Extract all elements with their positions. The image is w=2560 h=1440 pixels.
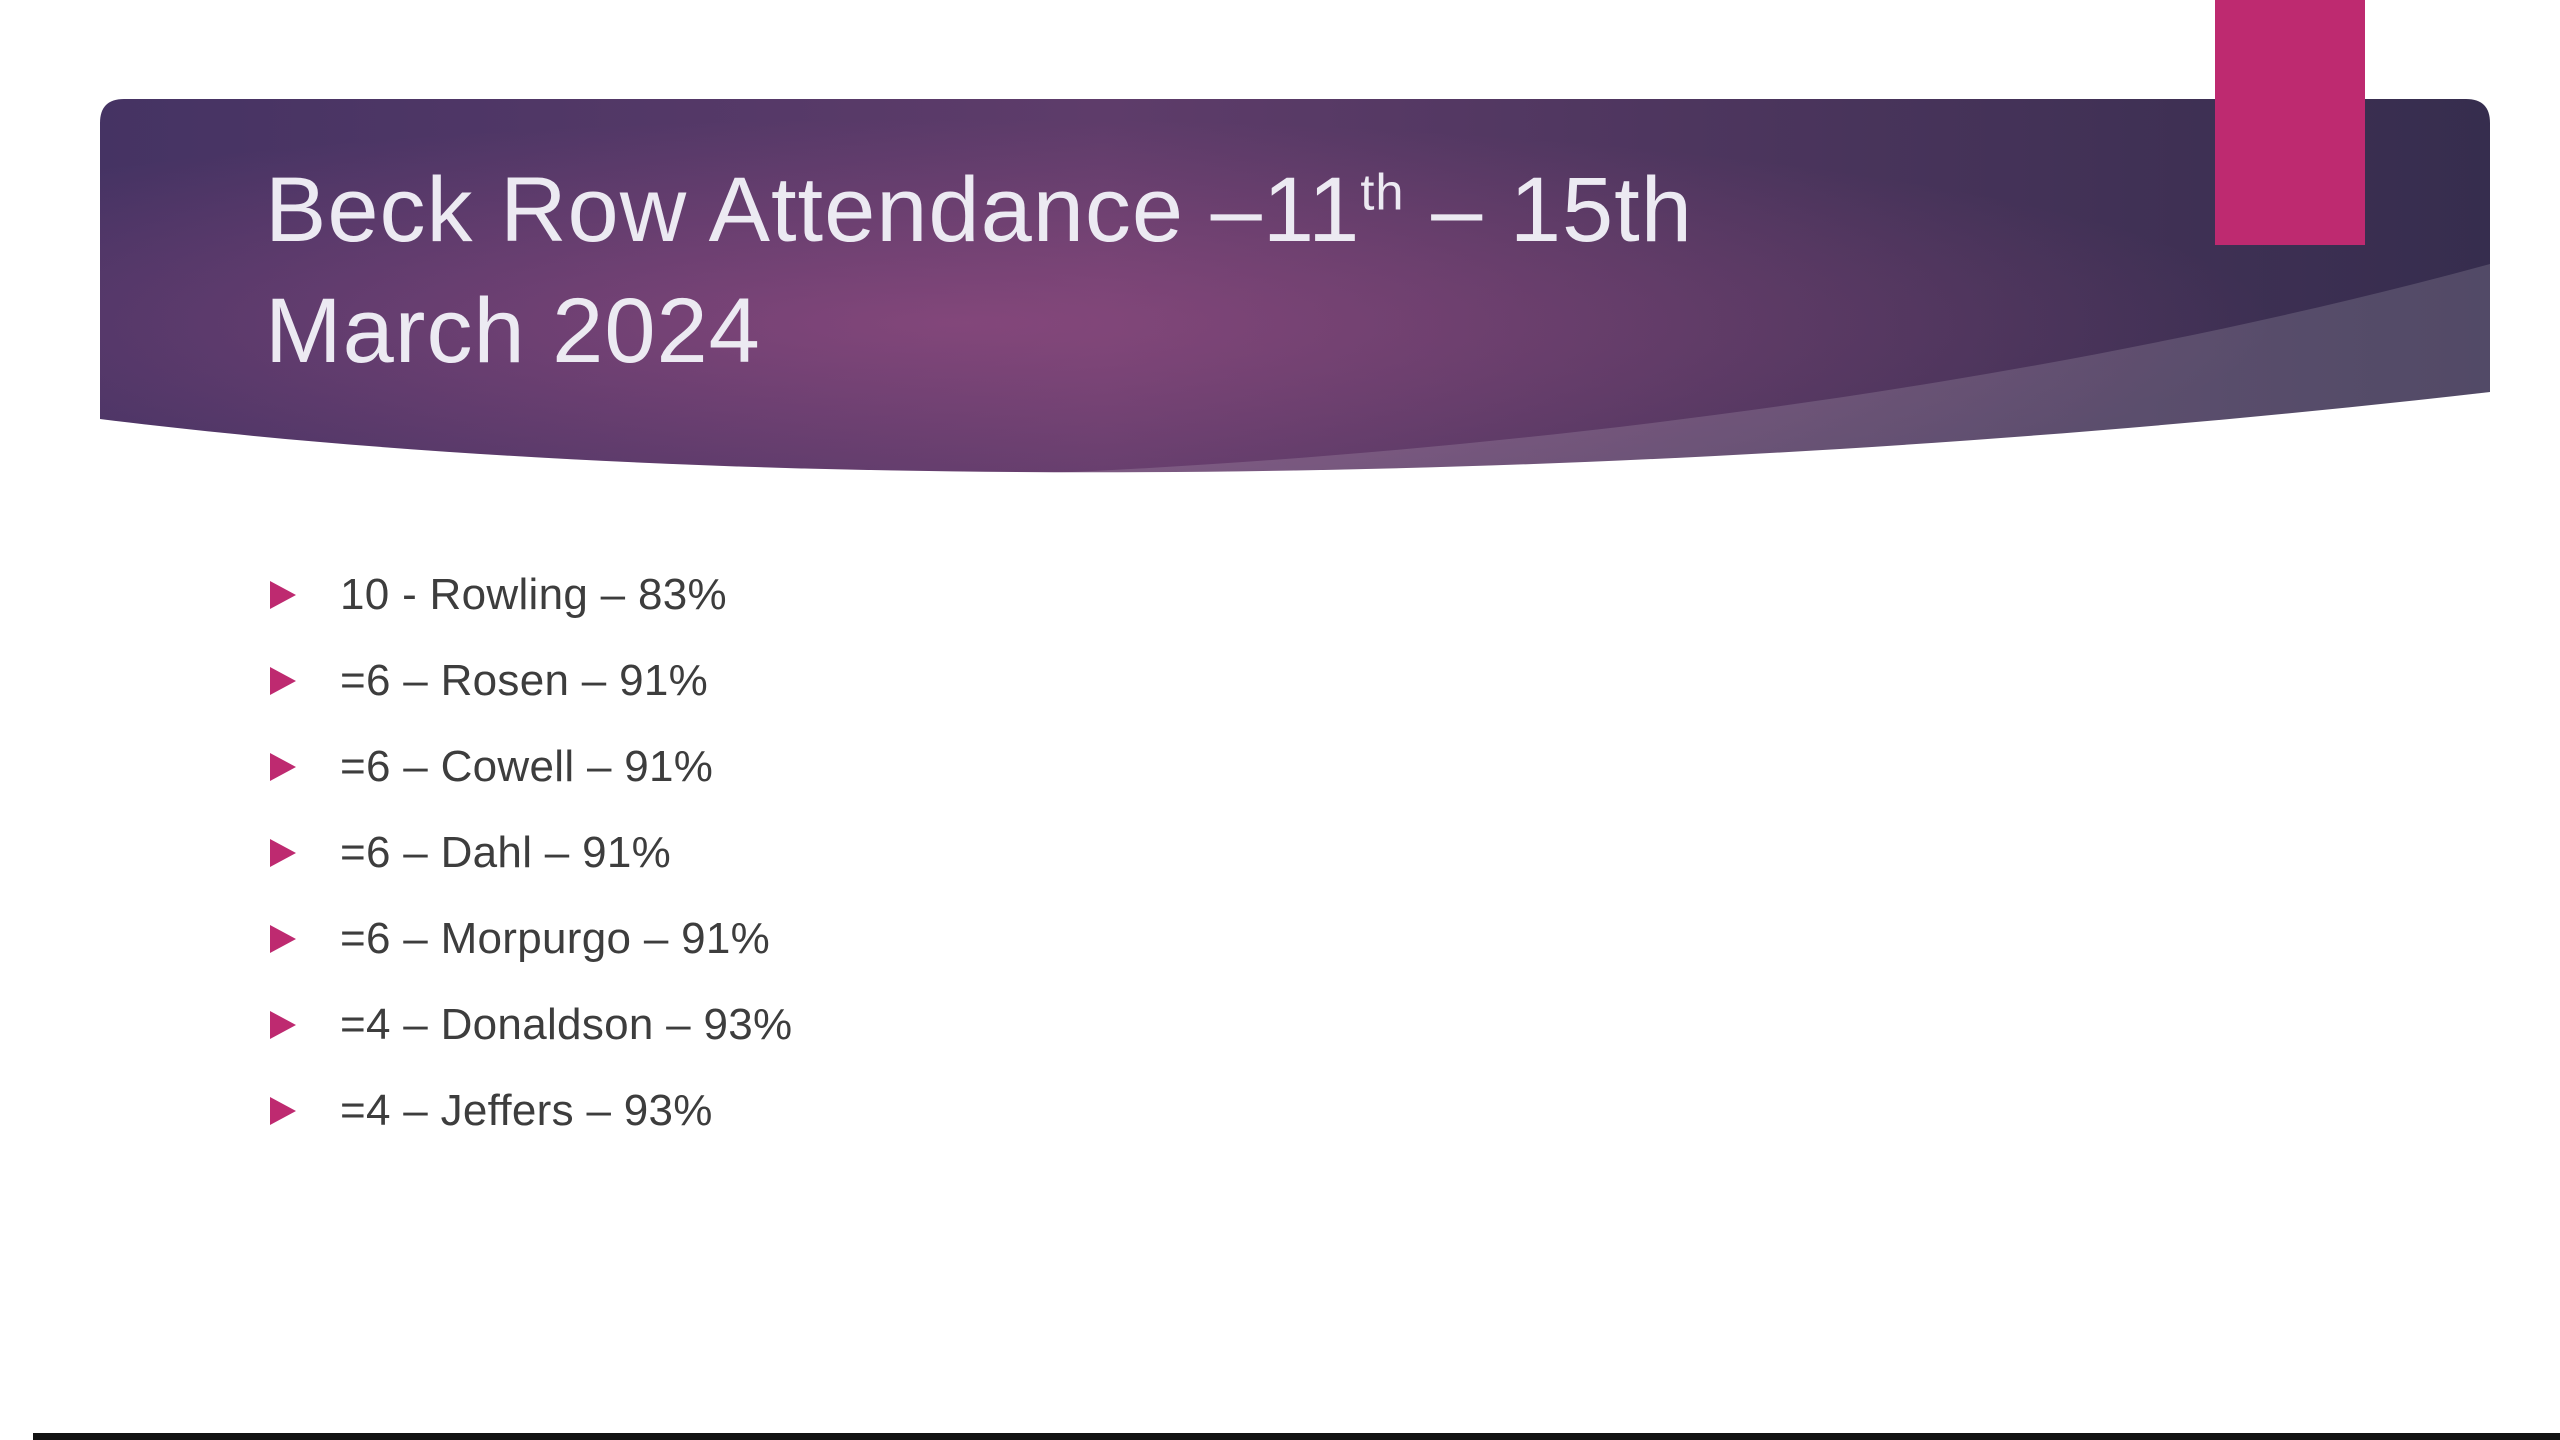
bullet-triangle-icon: [270, 667, 296, 695]
accent-ribbon: [2215, 0, 2365, 245]
bullet-triangle-icon: [270, 925, 296, 953]
list-item: =6 – Morpurgo – 91%: [270, 896, 792, 982]
bullet-text: =6 – Dahl – 91%: [340, 828, 672, 877]
bullet-text: =6 – Cowell – 91%: [340, 742, 714, 791]
list-item: =4 – Jeffers – 93%: [270, 1068, 792, 1154]
title-line-1-suffix: – 15th: [1404, 159, 1693, 261]
list-item: =6 – Rosen – 91%: [270, 638, 792, 724]
list-item: =6 – Dahl – 91%: [270, 810, 792, 896]
list-item: =4 – Donaldson – 93%: [270, 982, 792, 1068]
banner-swoosh: [950, 264, 2490, 480]
bullet-triangle-icon: [270, 1011, 296, 1039]
bullet-triangle-icon: [270, 753, 296, 781]
bullet-text: =4 – Jeffers – 93%: [340, 1086, 713, 1135]
list-item: =6 – Cowell – 91%: [270, 724, 792, 810]
bottom-edge-bar: [33, 1433, 2560, 1440]
title-line-1: Beck Row Attendance –11th – 15th: [265, 150, 2165, 271]
title-superscript: th: [1360, 163, 1405, 221]
list-item: 10 - Rowling – 83%: [270, 552, 792, 638]
bullet-triangle-icon: [270, 581, 296, 609]
bullet-text: =6 – Rosen – 91%: [340, 656, 709, 705]
bullet-text: 10 - Rowling – 83%: [340, 570, 727, 619]
bullet-triangle-icon: [270, 1097, 296, 1125]
banner-glow: [100, 99, 2490, 473]
title-banner: [100, 99, 2490, 480]
bullet-text: =6 – Morpurgo – 91%: [340, 914, 771, 963]
slide-title: Beck Row Attendance –11th – 15th March 2…: [265, 150, 2165, 393]
bullet-list: 10 - Rowling – 83% =6 – Rosen – 91% =6 –…: [270, 552, 792, 1154]
bullet-triangle-icon: [270, 839, 296, 867]
bullet-text: =4 – Donaldson – 93%: [340, 1000, 793, 1049]
title-line-1-prefix: Beck Row Attendance –11: [265, 159, 1361, 261]
title-line-2: March 2024: [265, 280, 761, 383]
